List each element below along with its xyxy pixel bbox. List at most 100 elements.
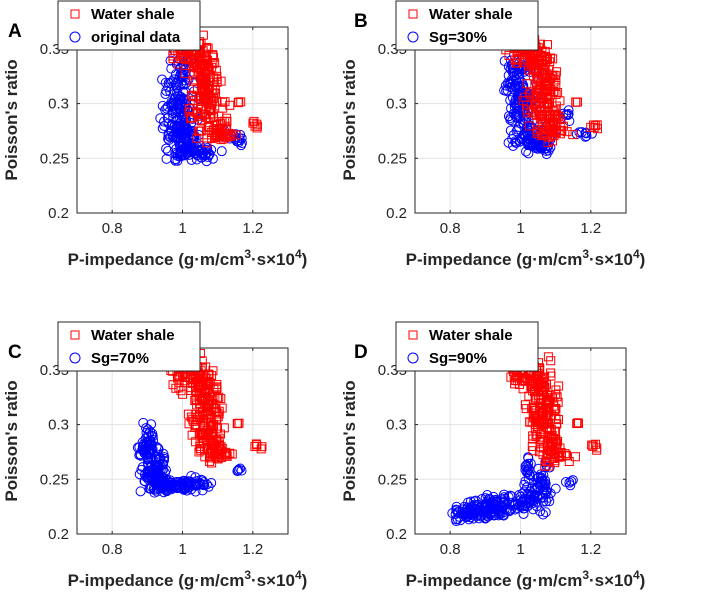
point-circle <box>510 111 521 122</box>
point-square <box>212 382 222 392</box>
legend-box <box>395 0 539 51</box>
point-circle <box>180 141 191 152</box>
y-tick-label: 0.2 <box>48 205 69 222</box>
point-square <box>541 380 551 390</box>
point-square <box>252 123 262 133</box>
point-square <box>207 99 217 109</box>
point-circle <box>521 146 532 157</box>
x-tick-label: 0.8 <box>102 220 123 237</box>
point-square <box>545 90 555 100</box>
point-circle <box>168 130 179 141</box>
point-circle <box>550 483 561 494</box>
point-circle <box>505 95 516 106</box>
point-circle <box>135 486 146 497</box>
x-tick-label: 1.2 <box>580 220 601 237</box>
point-circle <box>173 76 184 87</box>
point-square <box>553 449 563 459</box>
point-square <box>252 442 262 452</box>
point-square <box>221 447 231 457</box>
point-square <box>188 416 198 426</box>
x-tick-label: 1 <box>516 541 524 558</box>
point-circle <box>236 137 247 148</box>
point-square <box>527 50 537 60</box>
point-circle <box>540 484 551 495</box>
point-square <box>528 431 538 441</box>
point-square <box>211 65 221 75</box>
x-tick-label: 0.8 <box>102 541 123 558</box>
series-water <box>501 31 602 148</box>
point-square <box>570 452 580 462</box>
point-circle <box>511 78 522 89</box>
point-square <box>195 441 205 451</box>
point-circle <box>513 121 524 132</box>
point-circle <box>523 452 534 463</box>
point-square <box>218 97 228 107</box>
point-circle <box>523 473 534 484</box>
point-square <box>201 49 211 59</box>
point-square <box>205 449 215 459</box>
point-square <box>216 135 226 145</box>
point-square <box>197 431 207 441</box>
point-circle <box>151 441 162 452</box>
legend-label: Water shale <box>429 6 513 23</box>
legend-box <box>57 321 201 372</box>
legend-marker-circle <box>407 352 419 364</box>
point-circle <box>216 146 227 157</box>
point-circle <box>149 484 160 495</box>
point-square <box>548 70 558 80</box>
point-square <box>194 447 204 457</box>
point-square <box>568 130 578 140</box>
point-circle <box>540 507 551 518</box>
point-circle <box>161 85 172 96</box>
point-circle <box>510 136 521 147</box>
point-circle <box>451 505 462 516</box>
point-square <box>542 407 552 417</box>
legend-marker-circle <box>69 352 81 364</box>
point-circle <box>206 477 217 488</box>
panel-letter: C <box>8 342 22 363</box>
y-tick-label: 0.2 <box>48 526 69 543</box>
point-square <box>233 98 243 108</box>
point-circle <box>176 150 187 161</box>
point-circle <box>196 144 207 155</box>
point-circle <box>155 478 166 489</box>
legend-label: Sg=70% <box>91 350 149 367</box>
point-square <box>537 418 547 428</box>
point-square <box>543 449 553 459</box>
point-circle <box>541 496 552 507</box>
point-circle <box>160 77 171 88</box>
point-circle <box>544 496 555 507</box>
point-square <box>557 125 567 135</box>
point-circle <box>138 417 149 428</box>
point-square <box>214 433 224 443</box>
point-circle <box>189 145 200 156</box>
point-square <box>538 56 548 66</box>
point-square <box>227 449 237 459</box>
point-circle <box>460 507 471 518</box>
point-square <box>210 392 220 402</box>
point-circle <box>201 144 212 155</box>
point-square <box>532 128 542 138</box>
point-square <box>562 127 572 137</box>
point-square <box>531 393 541 403</box>
point-circle <box>500 80 511 91</box>
point-square <box>530 91 540 101</box>
point-square <box>536 393 546 403</box>
point-circle <box>503 137 514 148</box>
point-square <box>504 50 514 60</box>
point-circle <box>157 123 168 134</box>
point-square <box>197 116 207 126</box>
point-square <box>521 404 531 414</box>
x-tick-label: 1.2 <box>580 541 601 558</box>
point-circle <box>567 475 578 486</box>
point-square <box>210 84 220 94</box>
point-circle <box>538 509 549 520</box>
point-square <box>545 435 555 445</box>
point-circle <box>155 113 166 124</box>
point-square <box>233 419 243 429</box>
point-square <box>207 62 217 72</box>
x-tick-label: 1 <box>178 541 186 558</box>
point-square <box>525 417 535 427</box>
point-circle <box>451 501 462 512</box>
